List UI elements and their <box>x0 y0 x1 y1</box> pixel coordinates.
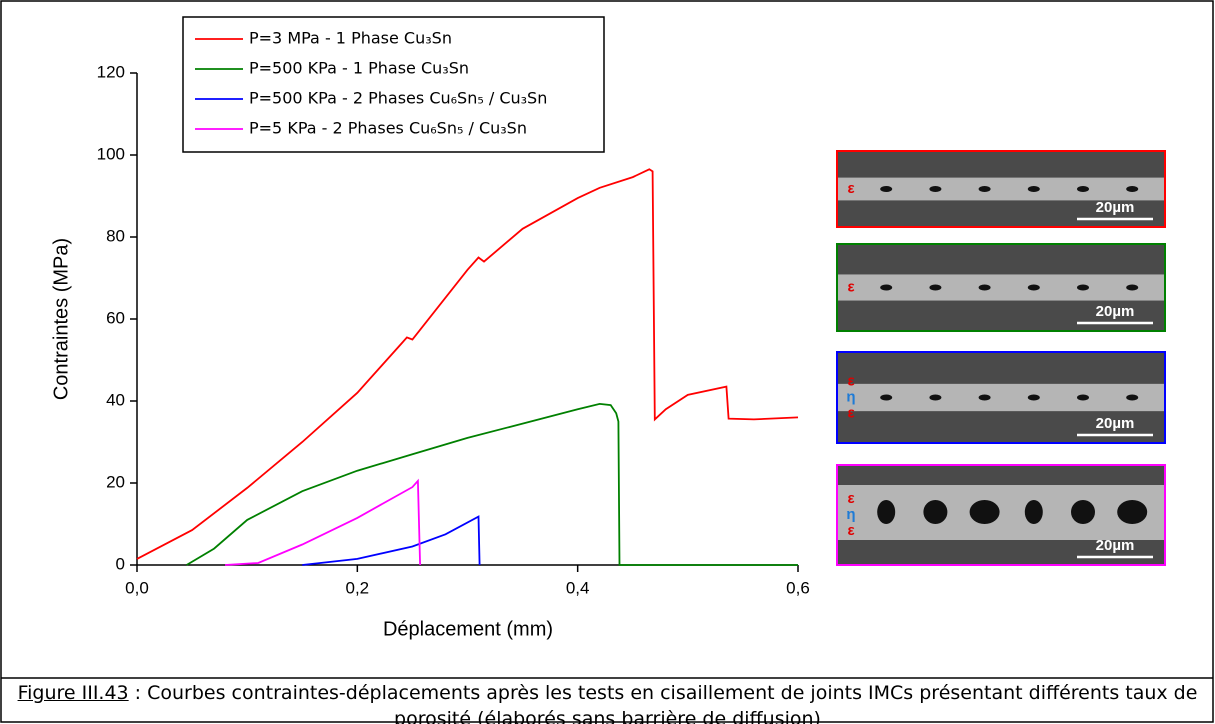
pore <box>1117 500 1148 524</box>
legend-label: P=500 KPa - 1 Phase Cu₃Sn <box>249 59 469 78</box>
phase-label: η <box>846 388 855 405</box>
phase-label: η <box>846 506 855 523</box>
pore <box>1027 186 1040 192</box>
y-tick-label: 100 <box>97 144 125 163</box>
pore <box>978 394 991 401</box>
scale-label: 20µm <box>1096 537 1135 554</box>
caption-label: Figure III.43 <box>17 682 129 704</box>
pore <box>880 394 893 401</box>
legend-label: P=500 KPa - 2 Phases Cu₆Sn₅ / Cu₃Sn <box>249 89 547 108</box>
pore <box>880 186 893 192</box>
pore <box>1027 394 1040 401</box>
series-line <box>225 478 421 566</box>
x-tick-label: 0,2 <box>346 578 370 597</box>
y-tick-label: 60 <box>106 308 125 327</box>
y-tick-label: 80 <box>106 226 125 245</box>
phase-label: ε <box>847 490 854 507</box>
series-line <box>302 515 481 566</box>
pore <box>969 500 1000 524</box>
pore <box>1024 500 1043 524</box>
pore <box>1126 186 1139 192</box>
y-tick-label: 120 <box>97 62 125 81</box>
pore <box>1077 186 1089 192</box>
pore <box>877 500 896 524</box>
pore <box>880 284 893 291</box>
pore <box>1027 284 1040 291</box>
pore <box>1126 284 1139 291</box>
scale-label: 20µm <box>1096 303 1135 320</box>
pore <box>929 394 942 401</box>
intermetallic-layer <box>838 274 1164 301</box>
y-tick-label: 0 <box>116 554 125 573</box>
phase-label: ε <box>847 278 854 295</box>
phase-label: ε <box>847 404 854 421</box>
legend-box <box>182 16 605 153</box>
legend-label: P=5 KPa - 2 Phases Cu₆Sn₅ / Cu₃Sn <box>249 119 527 138</box>
pore <box>1077 394 1089 401</box>
legend-label: P=3 MPa - 1 Phase Cu₃Sn <box>249 29 452 48</box>
pore <box>1126 394 1139 401</box>
pore <box>978 284 991 291</box>
series-line <box>136 168 799 560</box>
pore <box>929 186 942 192</box>
y-tick-label: 40 <box>106 390 125 409</box>
pore <box>978 186 991 192</box>
pore <box>923 500 948 524</box>
x-tick-label: 0,0 <box>125 578 149 597</box>
intermetallic-layer <box>838 383 1164 412</box>
pore <box>929 284 942 291</box>
y-tick-label: 20 <box>106 472 125 491</box>
intermetallic-layer <box>838 177 1164 201</box>
x-tick-label: 0,4 <box>566 578 590 597</box>
series-line <box>186 402 798 566</box>
x-axis-label: Déplacement (mm) <box>383 618 553 640</box>
caption: Figure III.43 : Courbes contraintes-dépl… <box>2 680 1213 724</box>
pore <box>1071 500 1095 524</box>
x-tick-label: 0,6 <box>786 578 810 597</box>
phase-label: ε <box>847 522 854 539</box>
scale-label: 20µm <box>1096 199 1135 216</box>
phase-label: ε <box>847 372 854 389</box>
caption-text: : Courbes contraintes-déplacements après… <box>128 682 1198 724</box>
scale-label: 20µm <box>1096 415 1135 432</box>
pore <box>1077 284 1089 291</box>
phase-label: ε <box>847 180 854 197</box>
y-axis-label: Contraintes (MPa) <box>50 238 72 400</box>
